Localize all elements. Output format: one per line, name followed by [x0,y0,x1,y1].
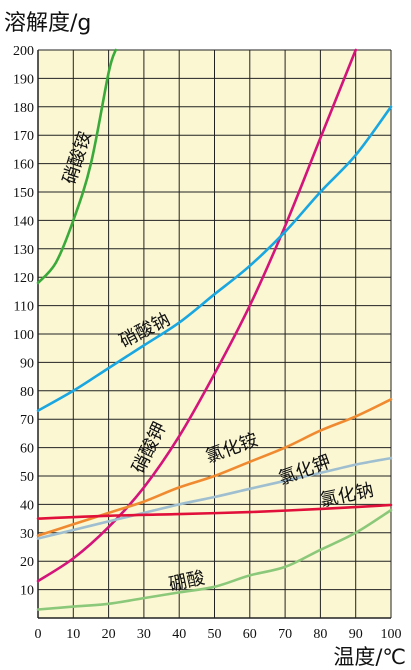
sodium-chloride-curve [36,503,393,520]
x-tick-labels: 0 10 20 30 40 50 60 70 80 90 100 [35,627,402,642]
x-tick-label: 0 [35,627,42,642]
y-tick-label: 80 [20,385,34,400]
x-tick-label: 40 [172,627,186,642]
y-tick-label: 200 [13,44,34,59]
x-axis-label: 温度/℃ [333,645,406,669]
y-tick-label: 10 [20,584,34,599]
y-tick-label: 190 [13,72,34,87]
x-tick-label: 30 [137,627,151,642]
x-tick-label: 90 [349,627,363,642]
ammonium-nitrate-curve [36,48,117,285]
y-tick-label: 60 [20,442,34,457]
y-axis-label: 溶解度/g [4,11,91,36]
y-tick-label: 170 [13,129,34,144]
curves [36,48,393,611]
y-tick-label: 140 [13,214,34,229]
y-tick-labels: 10 20 30 40 50 60 70 80 90 100 110 120 130 140 150 160 1… [13,44,34,599]
y-tick-label: 70 [20,413,34,428]
y-tick-label: 40 [20,498,34,513]
y-tick-label: 150 [13,186,34,201]
x-tick-label: 50 [208,627,222,642]
y-tick-label: 110 [14,300,34,315]
boric-acid-curve [36,508,393,611]
y-tick-label: 130 [13,243,34,258]
grid [37,49,392,619]
x-tick-label: 10 [66,627,80,642]
y-tick-label: 20 [20,555,34,570]
x-tick-label: 100 [381,627,402,642]
x-tick-label: 20 [102,627,116,642]
y-tick-label: 30 [20,527,34,542]
y-tick-label: 160 [13,158,34,173]
y-tick-label: 50 [20,470,34,485]
y-tick-label: 90 [20,356,34,371]
y-tick-label: 120 [13,271,34,286]
x-tick-label: 60 [243,627,257,642]
potassium-chloride-curve [36,456,393,540]
potassium-nitrate-curve [36,48,357,583]
y-tick-label: 100 [13,328,34,343]
sodium-nitrate-curve [36,105,393,412]
y-tick-label: 180 [13,101,34,116]
x-tick-label: 80 [313,627,327,642]
x-tick-label: 70 [278,627,292,642]
